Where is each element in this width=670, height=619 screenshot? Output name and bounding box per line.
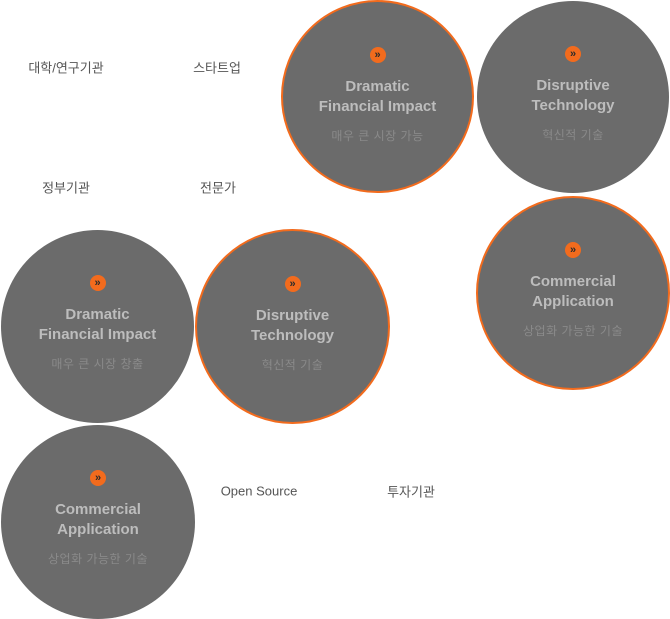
circle-title-line1: Dramatic [345, 78, 410, 95]
circle-title-line2: Application [532, 293, 614, 310]
circle-title-line1: Disruptive [536, 77, 610, 94]
label-investment: 투자기관 [387, 484, 435, 500]
double-chevron-right-icon: » [89, 275, 106, 291]
circle-title-line2: Application [57, 521, 139, 538]
double-chevron-right-icon: » [284, 276, 301, 292]
circle-subtitle: 상업화 가능한 기술 [48, 552, 148, 566]
double-chevron-right-icon: » [90, 470, 106, 486]
circle-title-line1: Commercial [530, 273, 616, 290]
label-open-source: Open Source [220, 483, 298, 499]
circle-title-line2: Financial Impact [318, 98, 437, 115]
circle-subtitle: 혁신적 기술 [261, 358, 324, 372]
circle-title-line2: Technology [531, 97, 615, 114]
circle-title-line1: Dramatic [65, 306, 130, 323]
label-government: 정부기관 [42, 180, 90, 196]
circle-title-line1: Disruptive [255, 307, 330, 324]
circle-subtitle: 혁신적 기술 [542, 128, 604, 142]
double-chevron-right-icon: » [369, 47, 386, 63]
circle-title-line2: Technology [250, 327, 335, 344]
label-expert: 전문가 [200, 180, 236, 196]
circle-title-line1: Commercial [55, 501, 141, 518]
circle-commercial-application-bottom[interactable]: » Commercial Application 상업화 가능한 기술 [1, 425, 195, 619]
label-startup: 스타트업 [193, 60, 241, 76]
circle-dramatic-financial-impact-left[interactable]: » Dramatic Financial Impact 매우 큰 시장 창출 [1, 230, 194, 423]
double-chevron-right-icon: » [565, 242, 581, 258]
circle-title-line2: Financial Impact [38, 326, 157, 343]
double-chevron-right-icon: » [565, 46, 581, 62]
label-university: 대학/연구기관 [28, 60, 104, 76]
circle-disruptive-technology-mid[interactable]: » Disruptive Technology 혁신적 기술 [195, 229, 390, 424]
circle-subtitle: 매우 큰 시장 가능 [331, 129, 424, 143]
circle-subtitle: 매우 큰 시장 창출 [51, 357, 144, 371]
circle-commercial-application-right[interactable]: » Commercial Application 상업화 가능한 기술 [476, 196, 670, 390]
circle-disruptive-technology-top[interactable]: » Disruptive Technology 혁신적 기술 [477, 1, 669, 193]
circle-dramatic-financial-impact-top[interactable]: » Dramatic Financial Impact 매우 큰 시장 가능 [281, 0, 474, 193]
circle-subtitle: 상업화 가능한 기술 [523, 324, 623, 338]
